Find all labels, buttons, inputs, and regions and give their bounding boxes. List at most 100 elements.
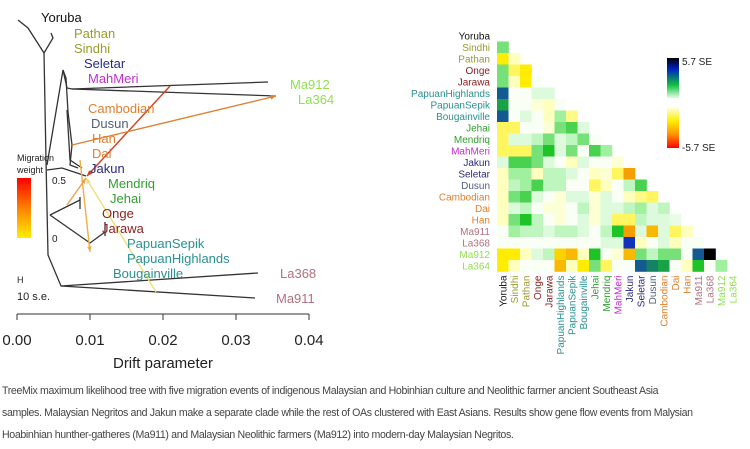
row-label-onge: Onge [466, 66, 491, 77]
axis-title: Drift parameter [113, 355, 213, 372]
heatmap-cell [497, 179, 509, 192]
tree-branch [46, 69, 269, 166]
heatmap-cell [531, 260, 544, 272]
row-label-jarawa: Jarawa [458, 77, 491, 88]
heatmap-cell [589, 237, 601, 249]
residual-colorbar-gap [666, 98, 680, 108]
heatmap-cell [508, 99, 521, 111]
heatmap-cell [497, 168, 509, 180]
heatmap-cell [612, 156, 624, 169]
heatmap-cell [600, 237, 613, 249]
heatmap-cell [623, 237, 636, 249]
heatmap-cell [704, 260, 716, 272]
residual-heatmap: YorubaYorubaSindhiSindhiPathanPathanOnge… [411, 31, 739, 354]
axis-tick-label: 0.04 [294, 332, 323, 349]
heatmap-cell [497, 225, 509, 238]
heatmap-cell [589, 145, 601, 157]
heatmap-cell [531, 179, 544, 192]
heatmap-cell [600, 145, 613, 157]
heatmap-cell [577, 179, 590, 192]
migration-legend-min: 0 [52, 234, 58, 245]
leaf-label-dusun: Dusun [91, 116, 129, 131]
heatmap-cell [508, 110, 521, 123]
heatmap-cell [600, 168, 613, 180]
heatmap-cell [600, 156, 613, 169]
heatmap-cell [646, 260, 659, 272]
column-label-mahmeri: MahMeri [613, 276, 624, 315]
heatmap-cell [520, 76, 532, 88]
tree-branch [46, 167, 87, 177]
row-label-cambodian: Cambodian [439, 192, 490, 203]
tree-branch [66, 109, 83, 169]
heatmap-cell [577, 248, 590, 261]
heatmap-cell [531, 225, 544, 238]
leaf-label-ma912: Ma912 [290, 77, 330, 92]
row-label-sindhi: Sindhi [462, 43, 490, 54]
heatmap-cell [566, 202, 578, 215]
row-label-bougainville: Bougainville [436, 112, 490, 123]
leaf-label-jakun: Jakun [90, 161, 125, 176]
migration-legend-title-2: weight [16, 165, 44, 175]
scale-bar-marker: H [17, 275, 24, 285]
heatmap-cell [577, 202, 590, 215]
migration-arrows [66, 85, 277, 293]
heatmap-cell [658, 260, 670, 272]
row-label-yoruba: Yoruba [459, 31, 491, 42]
heatmap-cell [531, 191, 544, 203]
heatmap-cell [669, 260, 682, 272]
heatmap-cell [669, 225, 682, 238]
tree-branch [62, 69, 79, 169]
arrowhead-icon [87, 170, 93, 176]
heatmap-cell [577, 225, 590, 238]
heatmap-cell [554, 99, 567, 111]
figure-caption: TreeMix maximum likelihood tree with fiv… [2, 383, 750, 449]
heatmap-cell [554, 122, 567, 134]
heatmap-cell [612, 260, 624, 272]
row-label-ma912: Ma912 [459, 250, 490, 261]
leaf-label-sindhi: Sindhi [74, 41, 110, 56]
heatmap-cell [566, 179, 578, 192]
heatmap-cell [497, 191, 509, 203]
heatmap-cell [508, 53, 521, 65]
scale-bar-label: 10 s.e. [17, 291, 50, 303]
heatmap-cell [520, 248, 532, 261]
heatmap-cell [543, 99, 555, 111]
heatmap-cell [497, 122, 509, 134]
heatmap-cell [589, 214, 601, 226]
heatmap-cell [566, 156, 578, 169]
heatmap-cell [531, 122, 544, 134]
heatmap-cell [543, 237, 555, 249]
heatmap-cell [635, 260, 647, 272]
heatmap-cell [658, 248, 670, 261]
heatmap-cell [520, 168, 532, 180]
heatmap-cell [543, 145, 555, 157]
heatmap-cell [589, 191, 601, 203]
heatmap-cell [589, 248, 601, 261]
heatmap-cell [497, 145, 509, 157]
heatmap-cell [497, 260, 509, 272]
leaf-label-mendriq: Mendriq [108, 176, 155, 191]
heatmap-cell [577, 145, 590, 157]
column-label-jarawa: Jarawa [544, 275, 555, 308]
heatmap-cell [508, 122, 521, 134]
heatmap-cell [543, 191, 555, 203]
heatmap-cell [600, 202, 613, 215]
heatmap-cell [508, 179, 521, 192]
heatmap-cell [508, 145, 521, 157]
heatmap-cell [520, 99, 532, 111]
heatmap-cell [681, 248, 693, 261]
heatmap-cell [543, 133, 555, 146]
row-label-jehai: Jehai [466, 123, 490, 134]
caption-line: Hoabinhian hunther-gatheres (Ma911) and … [2, 429, 514, 441]
heatmap-cell [612, 237, 624, 249]
heatmap-cell [497, 248, 509, 261]
column-label-seletar: Seletar [636, 275, 647, 307]
heatmap-cell [566, 260, 578, 272]
heatmap-cell [543, 110, 555, 123]
migration-arrow [79, 159, 91, 253]
heatmap-cell [520, 202, 532, 215]
heatmap-cell [520, 110, 532, 123]
heatmap-cell [658, 237, 670, 249]
heatmap-cell [646, 237, 659, 249]
